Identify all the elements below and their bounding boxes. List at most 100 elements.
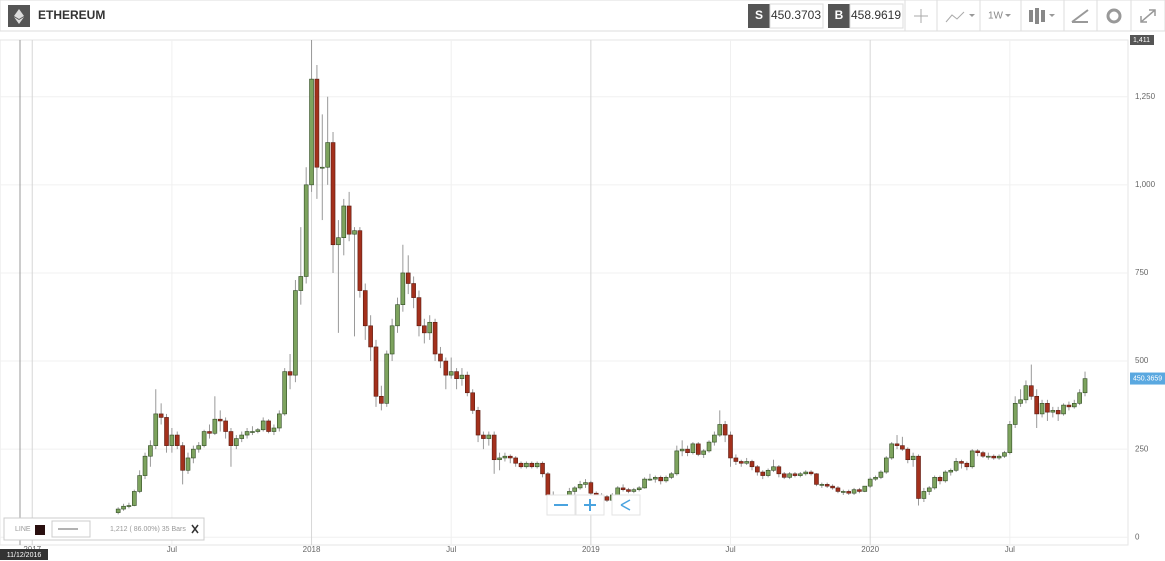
candle-body (191, 448, 196, 459)
candle-body (873, 477, 878, 480)
candle-body (212, 418, 218, 434)
candle-body (174, 434, 180, 446)
candle-body (405, 272, 411, 284)
candle-body (169, 434, 175, 446)
candle-body (631, 489, 637, 492)
candle-body (497, 457, 502, 461)
candle-body (857, 489, 862, 492)
y-tick-label: 1,250 (1135, 92, 1156, 101)
sell-price-box[interactable] (769, 3, 824, 29)
candle-body (228, 431, 234, 446)
candle-body (760, 471, 766, 476)
candle-body (282, 371, 287, 415)
x-tick-label: 2020 (861, 545, 879, 554)
fullscreen-button[interactable] (1140, 9, 1156, 23)
candle-body (926, 487, 932, 492)
candle-body (969, 450, 975, 468)
buy-button[interactable] (828, 4, 850, 28)
candle-body (712, 434, 717, 443)
last-price-label: 450.3659 (1133, 375, 1162, 382)
candle-body (185, 457, 191, 471)
candle-body (277, 413, 282, 429)
candle-body (701, 450, 706, 455)
candle-body (540, 462, 545, 475)
candle-body (255, 429, 261, 432)
candle-body (1055, 410, 1061, 415)
y-tick-label: 500 (1135, 356, 1149, 365)
candle-body (867, 478, 873, 487)
candle-body (588, 482, 594, 494)
candle-body (309, 78, 314, 186)
crosshair-button[interactable] (914, 9, 928, 23)
candle-body (1050, 410, 1056, 413)
candle-body (851, 489, 857, 494)
candle-body (808, 471, 814, 475)
candle-body (975, 450, 980, 453)
candle-body (841, 491, 846, 493)
candle-body (384, 353, 390, 404)
candle-body (980, 452, 986, 457)
candle-body (653, 477, 658, 480)
settings-button[interactable] (1106, 8, 1122, 24)
candle-body (201, 431, 207, 446)
sell-button[interactable] (748, 4, 770, 28)
interval-button[interactable]: 1W (988, 11, 1004, 22)
candle-body (674, 450, 680, 475)
candle-body (846, 491, 851, 494)
candle-body (1077, 392, 1082, 404)
candle-body (986, 455, 991, 458)
chart-type-button[interactable] (945, 11, 965, 23)
candle-body (916, 455, 921, 499)
candle-body (1007, 424, 1013, 453)
candle-body (626, 489, 631, 492)
candle-body (470, 392, 475, 411)
candle-body (158, 413, 164, 418)
dropdown-arrow (1005, 14, 1011, 17)
candle-body (357, 230, 363, 291)
draw-button[interactable] (1071, 9, 1089, 23)
share-button[interactable] (611, 494, 641, 516)
buy-price-box[interactable] (849, 3, 904, 29)
candle-body (416, 297, 422, 327)
candle-body (733, 457, 739, 462)
candle-body (744, 461, 749, 464)
candle-body (341, 205, 347, 239)
candle-body (690, 443, 696, 453)
candle-body (126, 505, 132, 507)
candle-body (636, 487, 642, 490)
candle-body (706, 441, 712, 452)
legend-close[interactable] (191, 524, 199, 534)
candle-body (604, 496, 610, 501)
candle-body (422, 325, 427, 334)
candle-body (432, 321, 438, 355)
candle-body (1029, 385, 1034, 397)
candle-body (776, 466, 782, 475)
zoom-in-icon (584, 499, 596, 511)
x-tick-label: 2019 (582, 545, 600, 554)
candle-body (583, 482, 588, 485)
candle-body (1012, 403, 1018, 425)
legend-swatch[interactable] (35, 525, 45, 535)
candle-body (991, 455, 997, 459)
candle-body (819, 484, 825, 486)
buy-label: B (835, 8, 844, 22)
candle-body (411, 283, 416, 298)
candle-body (513, 457, 518, 464)
candle-body (642, 478, 647, 489)
candle-body (921, 491, 927, 499)
candle-body (303, 184, 309, 277)
candle-body (781, 473, 787, 478)
candle-body (738, 461, 744, 464)
candle-body (1061, 404, 1066, 415)
candle-body (481, 434, 486, 439)
candle-body (647, 478, 653, 481)
candle-body (1045, 403, 1050, 413)
candle-body (448, 371, 454, 376)
candle-body (669, 473, 674, 478)
candle-button[interactable] (1029, 8, 1045, 24)
buy-price: 458.9619 (851, 8, 901, 22)
candle-body (620, 487, 626, 490)
candle-body (298, 276, 304, 291)
candle-body (717, 424, 723, 436)
